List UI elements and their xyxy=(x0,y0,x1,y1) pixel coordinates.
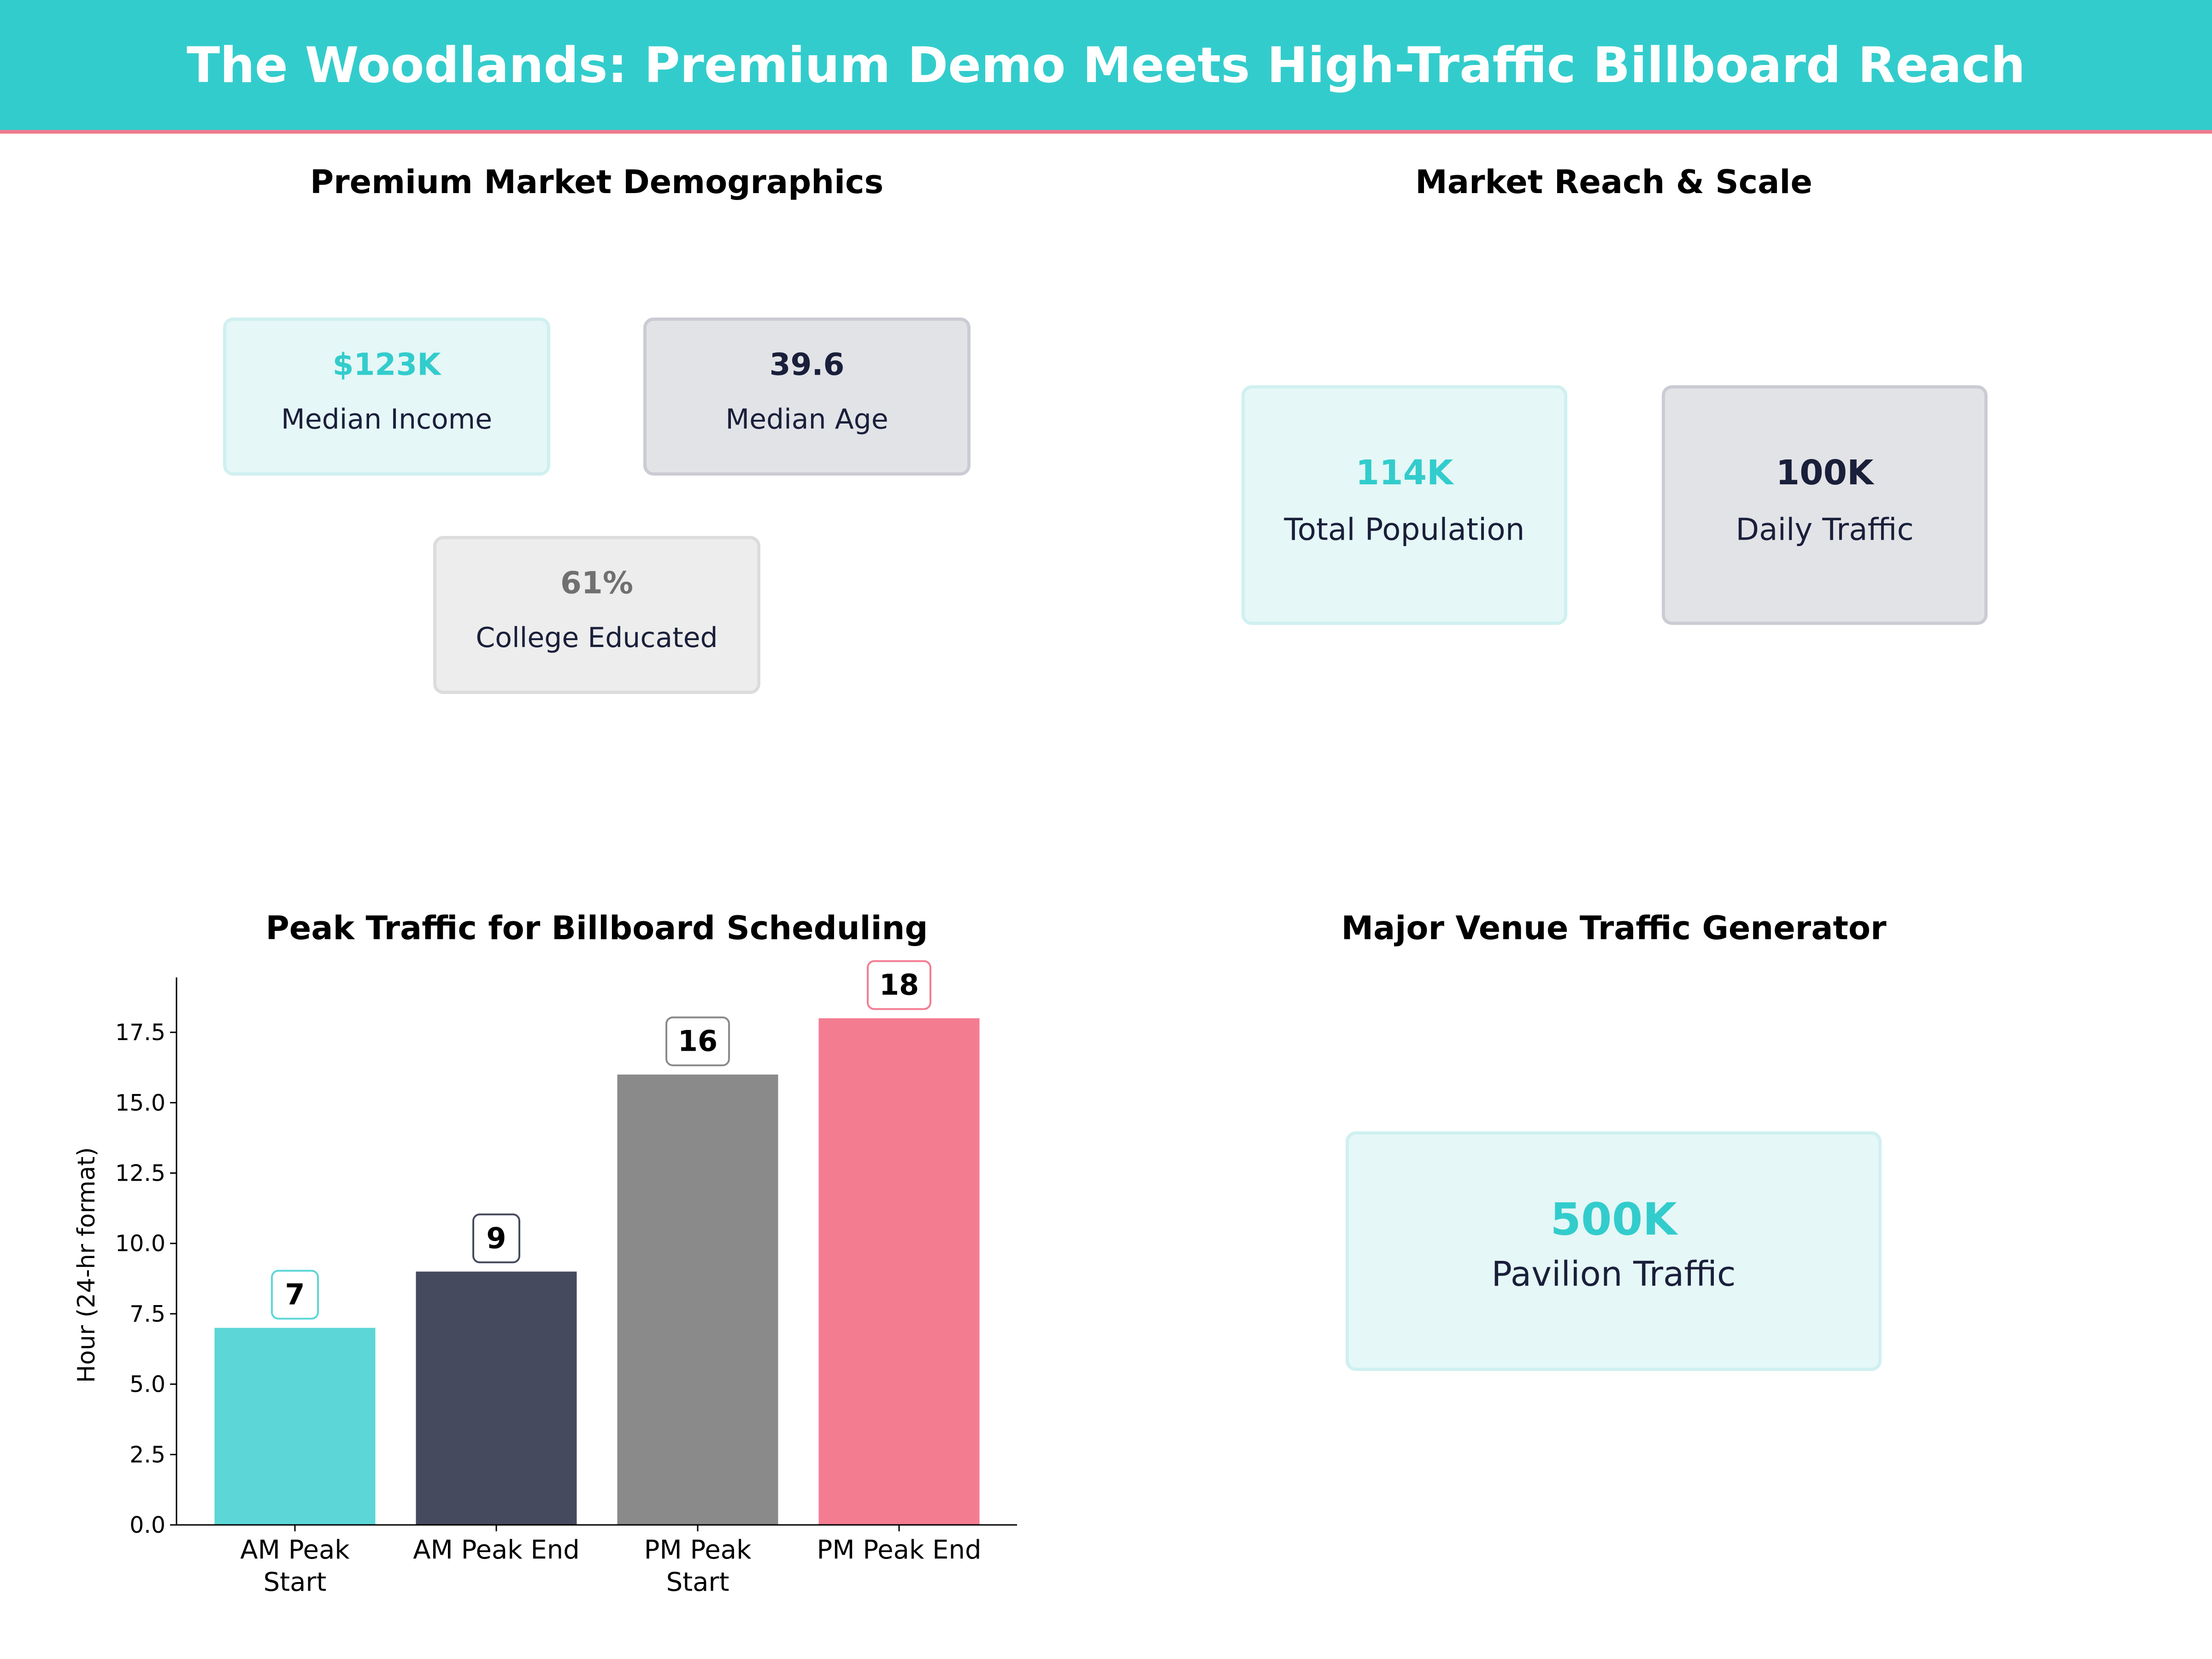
card-label: Median Age xyxy=(725,403,888,435)
y-tick-label: 0.0 xyxy=(129,1512,165,1538)
data-label-box xyxy=(271,1270,319,1320)
card-value: 39.6 xyxy=(769,347,845,382)
card-value: 61% xyxy=(560,565,633,601)
data-label: 9 xyxy=(486,1221,506,1255)
data-label-box xyxy=(867,960,931,1010)
x-tick-label: AM Peak xyxy=(240,1535,350,1565)
header-banner: The Woodlands: Premium Demo Meets High-T… xyxy=(0,0,2212,134)
y-tick-label: 10.0 xyxy=(115,1230,165,1257)
data-label: 18 xyxy=(879,968,919,1002)
y-tick-label: 17.5 xyxy=(115,1019,165,1046)
pavilion-traffic-card: 500K Pavilion Traffic xyxy=(1346,1131,1882,1371)
x-tick-label: Start xyxy=(666,1567,729,1597)
bar xyxy=(214,1328,376,1525)
bar xyxy=(416,1271,577,1525)
card-value: 100K xyxy=(1776,453,1874,493)
bar xyxy=(617,1074,778,1525)
median-income-card: $123K Median Income xyxy=(223,318,550,476)
x-tick-label: AM Peak End xyxy=(413,1535,580,1565)
x-tick-label: Start xyxy=(264,1567,327,1597)
y-axis-label: Hour (24-hr format) xyxy=(73,1147,100,1383)
y-tick-label: 12.5 xyxy=(115,1160,165,1187)
daily-traffic-card: 100K Daily Traffic xyxy=(1662,385,1988,625)
y-tick-label: 2.5 xyxy=(129,1441,165,1468)
data-label: 7 xyxy=(285,1277,305,1311)
page-title: The Woodlands: Premium Demo Meets High-T… xyxy=(187,36,2025,94)
data-label: 16 xyxy=(678,1024,718,1058)
card-value: 500K xyxy=(1550,1194,1677,1245)
card-value: $123K xyxy=(332,347,441,382)
card-value: 114K xyxy=(1355,453,1453,493)
x-tick-label: PM Peak xyxy=(644,1535,752,1565)
data-label-box xyxy=(665,1016,730,1066)
college-educated-card: 61% College Educated xyxy=(433,536,760,694)
bar xyxy=(818,1018,980,1525)
y-tick-label: 7.5 xyxy=(129,1301,165,1327)
y-tick-label: 5.0 xyxy=(129,1371,165,1398)
total-population-card: 114K Total Population xyxy=(1241,385,1567,625)
chart-title: Peak Traffic for Billboard Scheduling xyxy=(265,909,928,947)
card-label: Total Population xyxy=(1284,512,1525,547)
median-age-card: 39.6 Median Age xyxy=(643,318,971,476)
x-tick-label: PM Peak End xyxy=(817,1535,981,1565)
y-tick-label: 15.0 xyxy=(115,1090,165,1116)
card-label: Daily Traffic xyxy=(1735,512,1914,547)
card-label: Median Income xyxy=(281,403,493,435)
data-label-box xyxy=(472,1213,520,1264)
demographics-title: Premium Market Demographics xyxy=(310,163,884,201)
venue-title: Major Venue Traffic Generator xyxy=(1341,909,1887,947)
reach-title: Market Reach & Scale xyxy=(1415,163,1812,201)
card-label: Pavilion Traffic xyxy=(1491,1254,1736,1294)
card-label: College Educated xyxy=(476,622,718,654)
